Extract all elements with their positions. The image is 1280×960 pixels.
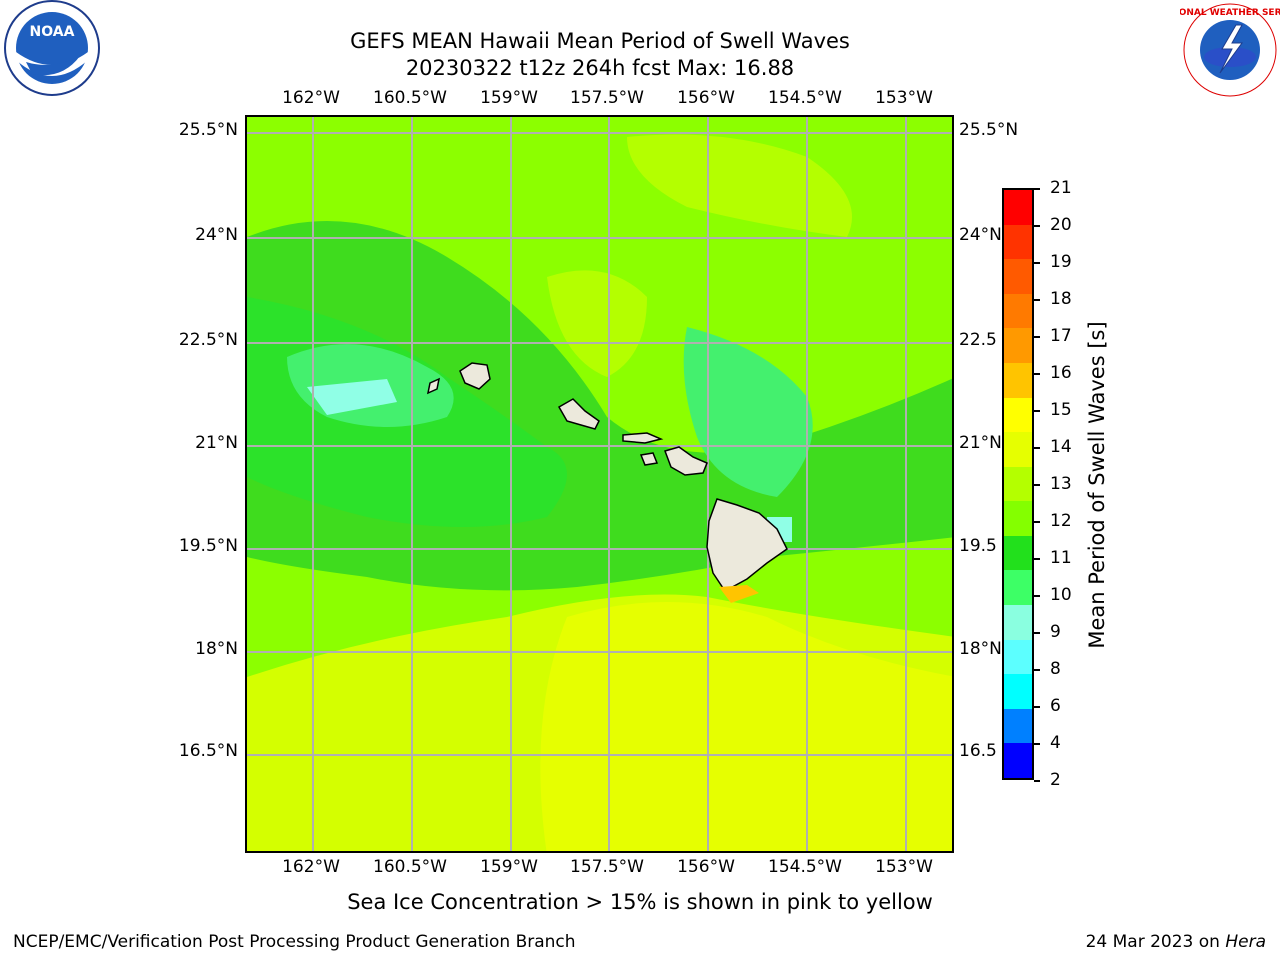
colorbar-tick: 18 <box>1034 289 1072 309</box>
lat-tick-left: 18°N <box>195 639 238 659</box>
colorbar-tick: 17 <box>1034 326 1072 346</box>
oahu-island <box>557 398 600 430</box>
colorbar <box>1002 188 1034 780</box>
colorbar-tick: 21 <box>1034 178 1072 198</box>
lon-tick-bottom: 153°W <box>875 857 933 877</box>
colorbar-segment <box>1004 535 1032 571</box>
lat-tick-right: 19.5 <box>959 536 997 556</box>
lat-tick-left: 16.5°N <box>178 741 238 761</box>
lat-tick-right: 16.5 <box>959 741 997 761</box>
noaa-logo-icon: NOAA <box>2 0 102 100</box>
lat-tick-right: 22.5 <box>959 330 997 350</box>
colorbar-segment <box>1004 570 1032 606</box>
colorbar-segment <box>1004 259 1032 295</box>
hawaiian-islands <box>426 362 788 592</box>
colorbar-segment <box>1004 708 1032 744</box>
colorbar-tick: 2 <box>1034 770 1061 790</box>
lat-tick-left: 25.5°N <box>178 120 238 140</box>
lon-tick-top: 156°W <box>677 88 735 108</box>
colorbar-tick: 19 <box>1034 252 1072 272</box>
lat-tick-right: 18°N <box>959 639 1002 659</box>
colorbar-segment <box>1004 674 1032 710</box>
lon-tick-top: 162°W <box>282 88 340 108</box>
maui-island <box>664 446 708 476</box>
niihau-island <box>426 377 441 395</box>
lat-tick-left: 24°N <box>195 225 238 245</box>
colorbar-tick: 10 <box>1034 585 1072 605</box>
lon-tick-bottom: 160.5°W <box>373 857 447 877</box>
lon-tick-bottom: 159°W <box>480 857 538 877</box>
footer-host: Hera <box>1225 932 1266 952</box>
map-grid <box>247 117 952 851</box>
lon-tick-top: 157.5°W <box>570 88 644 108</box>
colorbar-segment <box>1004 362 1032 399</box>
lat-tick-left: 21°N <box>195 433 238 453</box>
colorbar-tick: 16 <box>1034 363 1072 383</box>
lat-tick-right: 25.5°N <box>959 120 1019 140</box>
colorbar-tick: 8 <box>1034 659 1061 679</box>
noaa-logo-text: NOAA <box>30 24 75 40</box>
colorbar-segment <box>1004 466 1032 502</box>
chart-title: GEFS MEAN Hawaii Mean Period of Swell Wa… <box>350 29 850 53</box>
hawaii-big-island <box>706 498 788 592</box>
footer-date-text: 24 Mar 2023 on <box>1085 932 1226 952</box>
colorbar-segment <box>1004 743 1032 778</box>
nws-logo-icon: NATIONAL WEATHER SERVICE <box>1155 1 1280 99</box>
lon-tick-bottom: 162°W <box>282 857 340 877</box>
swell-period-field <box>247 117 952 851</box>
lon-tick-top: 159°W <box>480 88 538 108</box>
colorbar-segment <box>1004 190 1032 226</box>
colorbar-tick: 14 <box>1034 437 1072 457</box>
lat-tick-right: 24°N <box>959 225 1002 245</box>
colorbar-segment <box>1004 293 1032 329</box>
colorbar-tick: 11 <box>1034 548 1072 568</box>
sea-ice-note: Sea Ice Concentration > 15% is shown in … <box>347 890 933 914</box>
lon-tick-bottom: 154.5°W <box>768 857 842 877</box>
lon-tick-top: 160.5°W <box>373 88 447 108</box>
lon-tick-bottom: 156°W <box>677 857 735 877</box>
chart-subtitle: 20230322 t12z 264h fcst Max: 16.88 <box>405 56 795 80</box>
lat-tick-right: 21°N <box>959 433 1002 453</box>
colorbar-tick: 20 <box>1034 215 1072 235</box>
lat-tick-left: 19.5°N <box>178 536 238 556</box>
colorbar-segment <box>1004 432 1032 468</box>
colorbar-tick: 4 <box>1034 733 1061 753</box>
colorbar-segment <box>1004 501 1032 537</box>
colorbar-tick: 15 <box>1034 400 1072 420</box>
colorbar-segment <box>1004 605 1032 641</box>
footer-credit: NCEP/EMC/Verification Post Processing Pr… <box>13 932 576 952</box>
colorbar-tick: 6 <box>1034 696 1061 716</box>
colorbar-label: Mean Period of Swell Waves [s] <box>1085 321 1109 649</box>
molokai-island <box>622 432 664 444</box>
colorbar-segment <box>1004 639 1032 675</box>
kauai-island <box>459 362 491 390</box>
map-panel <box>245 115 954 853</box>
colorbar-tick: 13 <box>1034 474 1072 494</box>
colorbar-tick: 9 <box>1034 622 1061 642</box>
lat-tick-left: 22.5°N <box>178 330 238 350</box>
lanai-island <box>639 452 659 466</box>
colorbar-segment <box>1004 397 1032 433</box>
lon-tick-bottom: 157.5°W <box>570 857 644 877</box>
lon-tick-top: 154.5°W <box>768 88 842 108</box>
colorbar-segment <box>1004 224 1032 260</box>
footer-date: 24 Mar 2023 on Hera <box>1086 932 1266 952</box>
lon-tick-top: 153°W <box>875 88 933 108</box>
colorbar-segment <box>1004 328 1032 364</box>
colorbar-tick: 12 <box>1034 511 1072 531</box>
nws-logo-text: NATIONAL WEATHER SERVICE <box>1180 8 1280 18</box>
